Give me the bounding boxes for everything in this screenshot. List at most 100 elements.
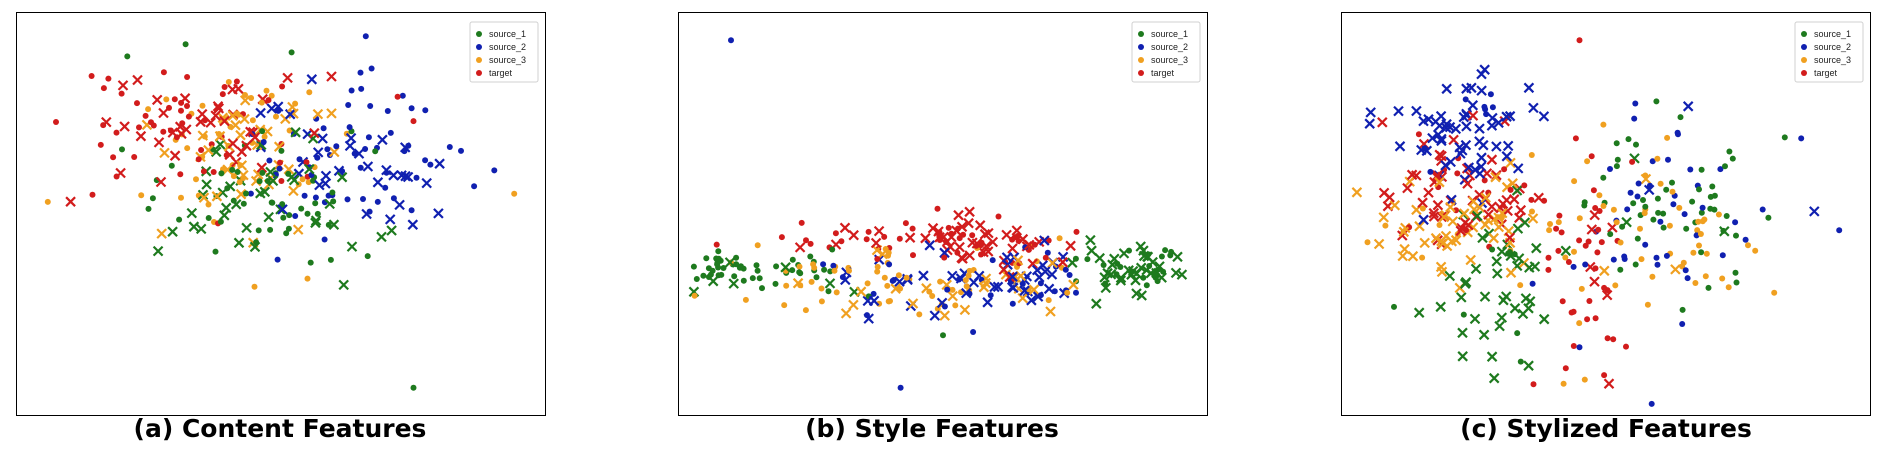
data-point-source_1 xyxy=(1655,209,1662,216)
data-point-target xyxy=(282,72,293,84)
data-point-target xyxy=(1462,178,1473,189)
data-point-source_3 xyxy=(1458,208,1470,219)
data-point-target xyxy=(1042,254,1049,261)
data-point-target xyxy=(1596,208,1603,214)
data-point-source_3 xyxy=(1562,254,1569,261)
legend-marker-source_3 xyxy=(476,57,482,63)
data-point-source_2 xyxy=(357,69,364,76)
data-point-target xyxy=(948,230,955,237)
data-point-source_2 xyxy=(1364,118,1375,129)
data-point-source_3 xyxy=(1664,134,1671,141)
data-point-source_3 xyxy=(855,286,867,297)
data-point-target xyxy=(88,73,95,79)
data-point-source_3 xyxy=(1490,171,1501,183)
data-point-source_2 xyxy=(1634,193,1641,200)
data-point-target xyxy=(53,119,59,125)
data-point-source_3 xyxy=(1364,239,1371,246)
data-point-source_3 xyxy=(966,267,973,274)
data-point-target xyxy=(1406,169,1418,181)
data-point-source_3 xyxy=(1527,213,1539,224)
data-point-source_3 xyxy=(952,302,959,309)
data-point-source_1 xyxy=(1765,214,1772,221)
data-point-target xyxy=(233,78,240,85)
data-point-source_2 xyxy=(422,157,429,164)
data-point-source_2 xyxy=(314,179,325,191)
data-point-source_1 xyxy=(754,267,761,274)
scatter-panel-style: source_1 source_2 source_3 target xyxy=(678,12,1208,416)
data-point-source_2 xyxy=(1621,256,1628,262)
data-point-source_2 xyxy=(1427,132,1438,144)
data-point-target xyxy=(115,167,126,179)
data-point-source_1 xyxy=(772,280,779,287)
data-point-source_1 xyxy=(312,200,319,207)
data-point-source_3 xyxy=(248,95,255,101)
data-point-source_1 xyxy=(1118,248,1130,259)
data-point-source_1 xyxy=(1170,267,1182,279)
data-point-source_1 xyxy=(327,256,334,263)
data-point-source_2 xyxy=(1436,135,1447,147)
data-point-source_2 xyxy=(458,147,464,154)
data-point-source_3 xyxy=(1600,203,1607,209)
data-point-source_3 xyxy=(691,292,698,299)
data-point-source_3 xyxy=(1692,280,1699,286)
data-point-source_1 xyxy=(1514,330,1521,337)
data-point-source_2 xyxy=(368,65,375,72)
data-point-source_3 xyxy=(178,194,184,201)
data-point-target xyxy=(97,141,104,148)
data-point-source_2 xyxy=(1418,115,1429,127)
data-point-source_1 xyxy=(1135,241,1146,252)
data-point-source_1 xyxy=(1669,179,1675,186)
data-point-source_2 xyxy=(1039,266,1051,277)
data-point-source_1 xyxy=(364,253,371,260)
data-point-source_3 xyxy=(1389,200,1401,211)
data-point-source_1 xyxy=(736,264,743,271)
data-point-source_3 xyxy=(184,145,191,152)
data-point-source_2 xyxy=(1046,269,1058,280)
plot-frame xyxy=(1341,12,1871,416)
data-point-source_2 xyxy=(1491,141,1502,152)
legend-label-source_2: source_2 xyxy=(1151,42,1188,52)
data-point-source_3 xyxy=(258,99,265,106)
data-point-source_3 xyxy=(237,162,244,169)
data-point-source_3 xyxy=(306,89,313,96)
data-point-source_2 xyxy=(1487,91,1494,98)
data-point-target xyxy=(1497,198,1509,210)
data-point-source_1 xyxy=(1517,358,1524,365)
data-point-source_2 xyxy=(1528,102,1539,114)
data-point-source_2 xyxy=(1474,123,1485,134)
data-point-source_1 xyxy=(1457,327,1468,339)
data-point-source_2 xyxy=(260,139,267,145)
data-point-source_2 xyxy=(312,147,324,158)
data-point-target xyxy=(265,97,272,104)
data-point-target xyxy=(956,235,963,242)
data-point-target xyxy=(778,234,785,241)
data-point-target xyxy=(964,250,975,261)
data-point-source_2 xyxy=(929,310,941,321)
data-point-source_1 xyxy=(720,265,727,271)
data-point-source_2 xyxy=(275,107,282,114)
data-point-source_1 xyxy=(1698,166,1705,173)
data-point-source_3 xyxy=(1600,121,1607,128)
data-point-source_2 xyxy=(400,170,411,182)
data-point-source_3 xyxy=(225,79,232,85)
data-point-source_2 xyxy=(1732,219,1739,226)
data-point-source_2 xyxy=(1663,252,1670,259)
data-point-source_1 xyxy=(285,170,292,177)
data-point-target xyxy=(195,156,202,163)
data-point-source_3 xyxy=(1571,178,1578,185)
data-point-source_3 xyxy=(1414,220,1425,232)
scatter-panel-content: source_1 source_2 source_3 target xyxy=(16,12,546,416)
data-point-source_2 xyxy=(1570,263,1577,270)
data-point-source_1 xyxy=(330,198,337,205)
data-point-target xyxy=(1572,135,1579,142)
data-point-source_3 xyxy=(1045,306,1056,317)
data-point-target xyxy=(196,108,208,120)
data-point-source_2 xyxy=(1582,261,1589,268)
legend-marker-source_2 xyxy=(476,44,482,50)
data-point-source_3 xyxy=(304,275,311,282)
data-point-source_1 xyxy=(1168,248,1175,255)
data-point-target xyxy=(219,115,230,127)
data-point-source_1 xyxy=(410,384,417,391)
data-point-source_3 xyxy=(1610,206,1617,213)
data-point-source_3 xyxy=(808,278,815,285)
